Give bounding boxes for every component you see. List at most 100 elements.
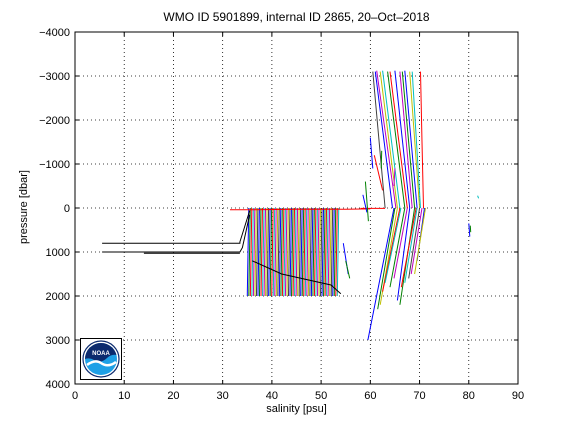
y-tick-label: 0 (64, 203, 70, 215)
profile-band-line (332, 207, 335, 297)
plot-background (75, 32, 518, 384)
profile-band-line (336, 207, 340, 297)
profile-band-line (320, 207, 323, 297)
profile-line (376, 70, 397, 209)
profile-band-line (333, 207, 337, 297)
profile-band-line (246, 207, 250, 297)
profile-band-line (297, 207, 300, 297)
profile-band-line (291, 207, 294, 297)
profile-band-line (272, 207, 276, 297)
profile-line (373, 155, 384, 191)
profile-line (477, 195, 480, 199)
profile-band-line (335, 207, 338, 297)
profile-band-line (286, 207, 289, 297)
profile-band-line (249, 207, 253, 297)
profile-line (377, 207, 396, 310)
profile-band-line (326, 207, 329, 297)
dense-profile-band (246, 207, 340, 297)
profile-band-line (300, 207, 303, 297)
profile-band-line (254, 207, 257, 297)
profile-line (414, 207, 426, 275)
y-tick-label: −4000 (39, 27, 70, 39)
profile-band-line (274, 207, 277, 297)
profile-line (382, 207, 401, 292)
y-tick-label: −1000 (39, 159, 70, 171)
profile-band-line (263, 207, 267, 297)
profile-band-line (271, 207, 274, 297)
profile-line (387, 71, 406, 209)
profile-band-line (269, 207, 273, 297)
profile-band-line (318, 207, 321, 297)
profile-line (367, 207, 395, 341)
x-tick-label: 10 (118, 390, 130, 402)
y-tick-labels: −4000 −3000 −2000 −1000 0 1000 2000 3000 4000 (39, 27, 70, 391)
profile-band-line (303, 207, 306, 297)
profile-band-line (307, 207, 311, 297)
x-tick-label: 90 (512, 390, 524, 402)
profile-band-line (289, 207, 292, 297)
profile-band-line (284, 207, 288, 297)
profile-line (408, 207, 421, 279)
profile-band-line (301, 207, 305, 297)
profile-line (364, 181, 369, 222)
profile-line (401, 71, 416, 209)
profile-band-line (265, 207, 268, 297)
profile-line (380, 150, 383, 169)
profile-line (369, 137, 374, 169)
profile-line (393, 207, 408, 279)
profile-line (394, 70, 411, 209)
profile-band-line (329, 207, 332, 297)
profile-band-line (304, 207, 308, 297)
profile-line (230, 208, 371, 211)
profile-band-line (251, 207, 254, 297)
profile-line (404, 70, 418, 209)
profile-band-line (324, 207, 328, 297)
profile-line (382, 70, 401, 209)
profile-line (374, 71, 393, 209)
profile-band-line (268, 207, 271, 297)
axis-ticks (74, 31, 519, 385)
profile-band-line (327, 207, 331, 297)
profile-band-line (323, 207, 326, 297)
profile-band-line (275, 207, 279, 297)
profile-series (102, 70, 480, 341)
profile-band-line (277, 207, 280, 297)
y-tick-label: 1000 (46, 247, 70, 259)
x-tick-label: 60 (364, 390, 376, 402)
profile-line (345, 260, 351, 279)
profile-band-line (287, 207, 291, 297)
y-axis-label: pressure [dbar] (18, 170, 30, 244)
profile-line (362, 194, 368, 213)
profile-line (468, 223, 471, 237)
profile-band-line (252, 207, 256, 297)
x-tick-label: 50 (315, 390, 327, 402)
profile-line (384, 207, 402, 283)
profile-band-line (266, 207, 270, 297)
profile-band-line (306, 207, 309, 297)
noaa-logo: NOAA (80, 338, 122, 380)
chart-title: WMO ID 5901899, internal ID 2865, 20–Oct… (163, 10, 430, 24)
profile-band-line (248, 207, 251, 297)
profile-band-line (255, 207, 259, 297)
profile-band-line (278, 207, 282, 297)
x-tick-label: 70 (413, 390, 425, 402)
x-tick-labels: 0 10 20 30 40 50 60 70 80 90 (72, 390, 524, 402)
profile-line (393, 168, 396, 187)
profile-line (251, 260, 342, 295)
profile-line (404, 207, 418, 283)
profile-band-line (283, 207, 286, 297)
profile-band-line (258, 207, 262, 297)
y-tick-label: 3000 (46, 335, 70, 347)
profile-band-line (310, 207, 314, 297)
profile-band-line (280, 207, 283, 297)
x-tick-label: 80 (463, 390, 475, 402)
noaa-logo-text: NOAA (92, 351, 110, 357)
profile-band-line (321, 207, 325, 297)
x-tick-label: 40 (266, 390, 278, 402)
profile-band-line (292, 207, 296, 297)
profile-band-line (262, 207, 265, 297)
profile-band-line (281, 207, 285, 297)
profile-band-line (330, 207, 334, 297)
profile-line (102, 214, 251, 253)
x-tick-label: 20 (167, 390, 179, 402)
